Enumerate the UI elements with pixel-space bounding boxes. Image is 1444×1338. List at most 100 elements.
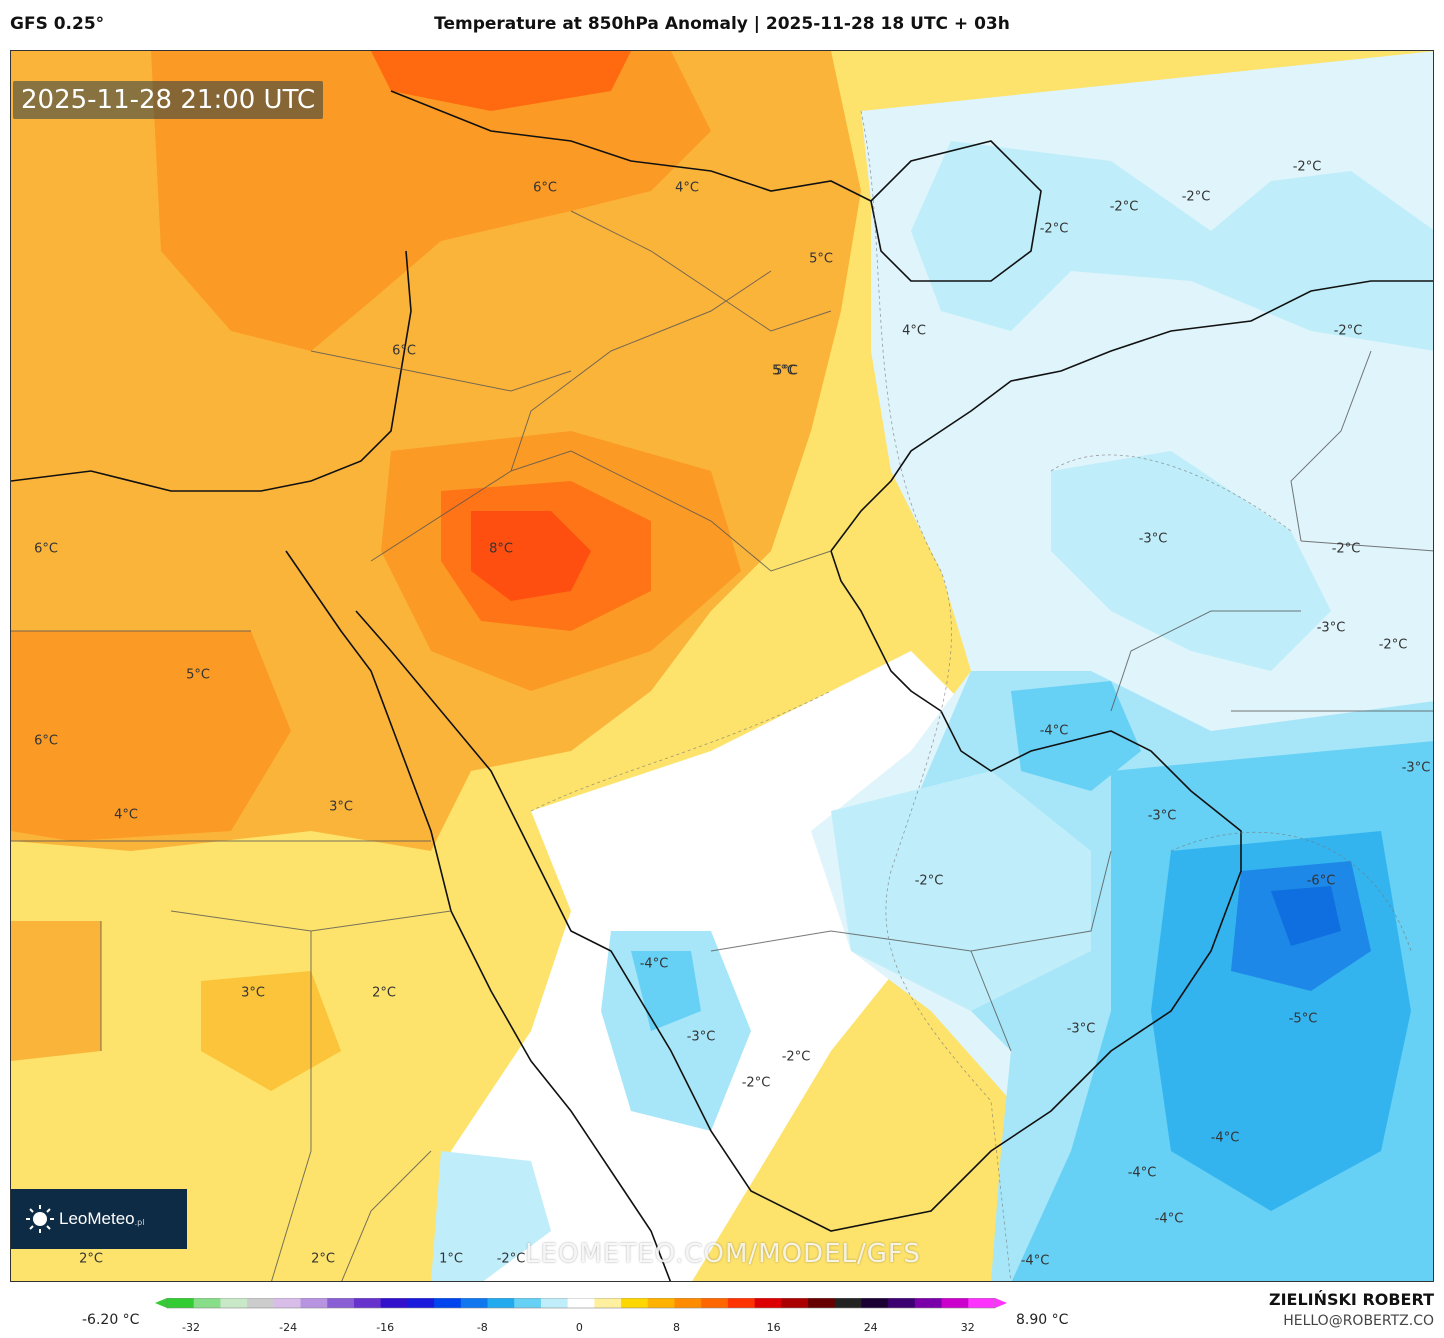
scale-max-label: 8.90 °C: [1016, 1312, 1069, 1328]
temperature-label: 4°C: [902, 323, 926, 339]
sun-icon: [26, 1205, 54, 1233]
colorbar-segment: [968, 1298, 996, 1308]
colorbar-tick-label: 8: [673, 1321, 680, 1334]
colorbar-segment: [273, 1298, 302, 1308]
temperature-label: 6°C: [533, 180, 557, 196]
model-name: GFS 0.25°: [10, 14, 105, 34]
site-watermark: LEOMETEO.COM/MODEL/GFS: [525, 1239, 921, 1269]
colorbar-tick-label: -24: [279, 1321, 298, 1334]
colorbar-segment: [674, 1298, 702, 1308]
colorbar-tick-label: 32: [960, 1321, 975, 1334]
colorbar-segment: [621, 1298, 649, 1308]
colorbar-tick-label: 24: [863, 1321, 878, 1334]
temperature-label: -2°C: [741, 1075, 771, 1091]
temperature-label: -3°C: [1066, 1021, 1096, 1037]
colorbar-segment: [647, 1298, 675, 1308]
temperature-label: -3°C: [1316, 620, 1346, 636]
colorbar-segment: [247, 1298, 275, 1308]
author-name: ZIELIŃSKI ROBERT: [1268, 1290, 1434, 1309]
colorbar-segment: [167, 1298, 195, 1308]
temperature-label: 1°C: [439, 1251, 463, 1267]
colorbar-segment: [327, 1298, 355, 1308]
colorbar-min-arrow: [155, 1298, 167, 1308]
temperature-label: -2°C: [496, 1251, 526, 1267]
temperature-label: -3°C: [686, 1029, 716, 1045]
temperature-label: -4°C: [1210, 1130, 1240, 1146]
colorbar-segment: [567, 1298, 595, 1308]
colorbar-segment: [888, 1298, 916, 1308]
author-email: HELLO@ROBERTZ.CO: [1283, 1313, 1434, 1329]
colorbar-segment: [353, 1298, 382, 1308]
temperature-label: -5°C: [1288, 1011, 1318, 1027]
footer: -6.20 °C -32 -24 -16 -8 0 8 16 24 32 8.90 °C ZIE…: [0, 1282, 1444, 1338]
colorbar-segment: [434, 1298, 462, 1308]
temperature-label: -2°C: [1039, 221, 1069, 237]
colorbar-segment: [300, 1298, 328, 1308]
temperature-label: -4°C: [639, 956, 669, 972]
colorbar-segment: [460, 1298, 489, 1308]
temperature-label: 2°C: [372, 985, 396, 1001]
temperature-label: -3°C: [1147, 808, 1177, 824]
temperature-label: -2°C: [1333, 323, 1363, 339]
temperature-label: 8°C: [489, 541, 513, 557]
temperature-label: 5°C: [774, 363, 798, 379]
colorbar-segment: [220, 1298, 248, 1308]
colorbar-segment: [594, 1298, 622, 1308]
temperature-label: -2°C: [1378, 637, 1408, 653]
scale-min-label: -6.20 °C: [82, 1312, 140, 1328]
colorbar-segment: [407, 1298, 435, 1308]
anomaly-map: [11, 51, 1433, 1281]
temperature-label: -3°C: [1401, 760, 1431, 776]
temperature-label: 2°C: [311, 1251, 335, 1267]
temperature-label: 2°C: [79, 1251, 103, 1267]
colorbar-segment: [781, 1298, 809, 1308]
temperature-label: 5°C: [186, 667, 210, 683]
colorbar-segment: [941, 1298, 969, 1308]
colorbar-segment: [514, 1298, 542, 1308]
temperature-label: 3°C: [241, 985, 265, 1001]
temperature-label: -4°C: [1020, 1253, 1050, 1269]
colorbar-segment: [380, 1298, 408, 1308]
colorbar-segment: [701, 1298, 729, 1308]
temperature-label: -4°C: [1154, 1211, 1184, 1227]
temperature-label: 4°C: [675, 180, 699, 196]
colorbar-max-arrow: [995, 1298, 1007, 1308]
map-panel[interactable]: 2025-11-28 21:00 UTC 6°C 4°C 5°C 5°C 4°C 5°C 6…: [10, 50, 1434, 1282]
logo-tld: .pl: [134, 1217, 145, 1227]
logo-text: LeoMeteo: [59, 1209, 135, 1228]
timestamp-badge: 2025-11-28 21:00 UTC: [13, 81, 324, 119]
colorbar-segment: [540, 1298, 569, 1308]
temperature-label: 5°C: [772, 363, 796, 379]
colorbar-segment: [193, 1298, 221, 1308]
temperature-label: 6°C: [34, 733, 58, 749]
colorbar-segment: [861, 1298, 889, 1308]
temperature-label: -2°C: [1181, 189, 1211, 205]
temperature-label: -6°C: [1306, 873, 1336, 889]
colorbar-outline: [166, 1298, 996, 1309]
temperature-label: -4°C: [1127, 1165, 1157, 1181]
colorbar-tick-label: 16: [766, 1321, 781, 1334]
colorbar-tick-label: -16: [376, 1321, 395, 1334]
temperature-label: 5°C: [809, 251, 833, 267]
temperature-label: 6°C: [34, 541, 58, 557]
temperature-label: -4°C: [1039, 723, 1069, 739]
colorbar-segment: [834, 1298, 862, 1308]
temperature-label: -2°C: [914, 873, 944, 889]
colorbar-tick-label: 0: [575, 1321, 583, 1334]
temperature-label: -2°C: [1292, 159, 1322, 175]
temperature-label: 6°C: [392, 343, 416, 359]
temperature-label: -2°C: [1331, 541, 1361, 557]
colorbar-tick-label: -8: [476, 1321, 488, 1334]
colorbar-segment: [754, 1298, 782, 1308]
temperature-label: -2°C: [781, 1049, 811, 1065]
temperature-label: 4°C: [114, 807, 138, 823]
colorbar: [155, 1298, 1007, 1309]
colorbar-segment: [487, 1298, 515, 1308]
colorbar-segment: [808, 1298, 836, 1308]
map-title: Temperature at 850hPa Anomaly | 2025-11-…: [434, 14, 1010, 34]
temperature-label: -2°C: [1109, 199, 1139, 215]
temperature-label: -3°C: [1138, 531, 1168, 547]
leometeo-logo[interactable]: LeoMeteo .pl: [11, 1189, 187, 1249]
colorbar-segment: [914, 1298, 943, 1308]
temperature-label: 3°C: [329, 799, 353, 815]
